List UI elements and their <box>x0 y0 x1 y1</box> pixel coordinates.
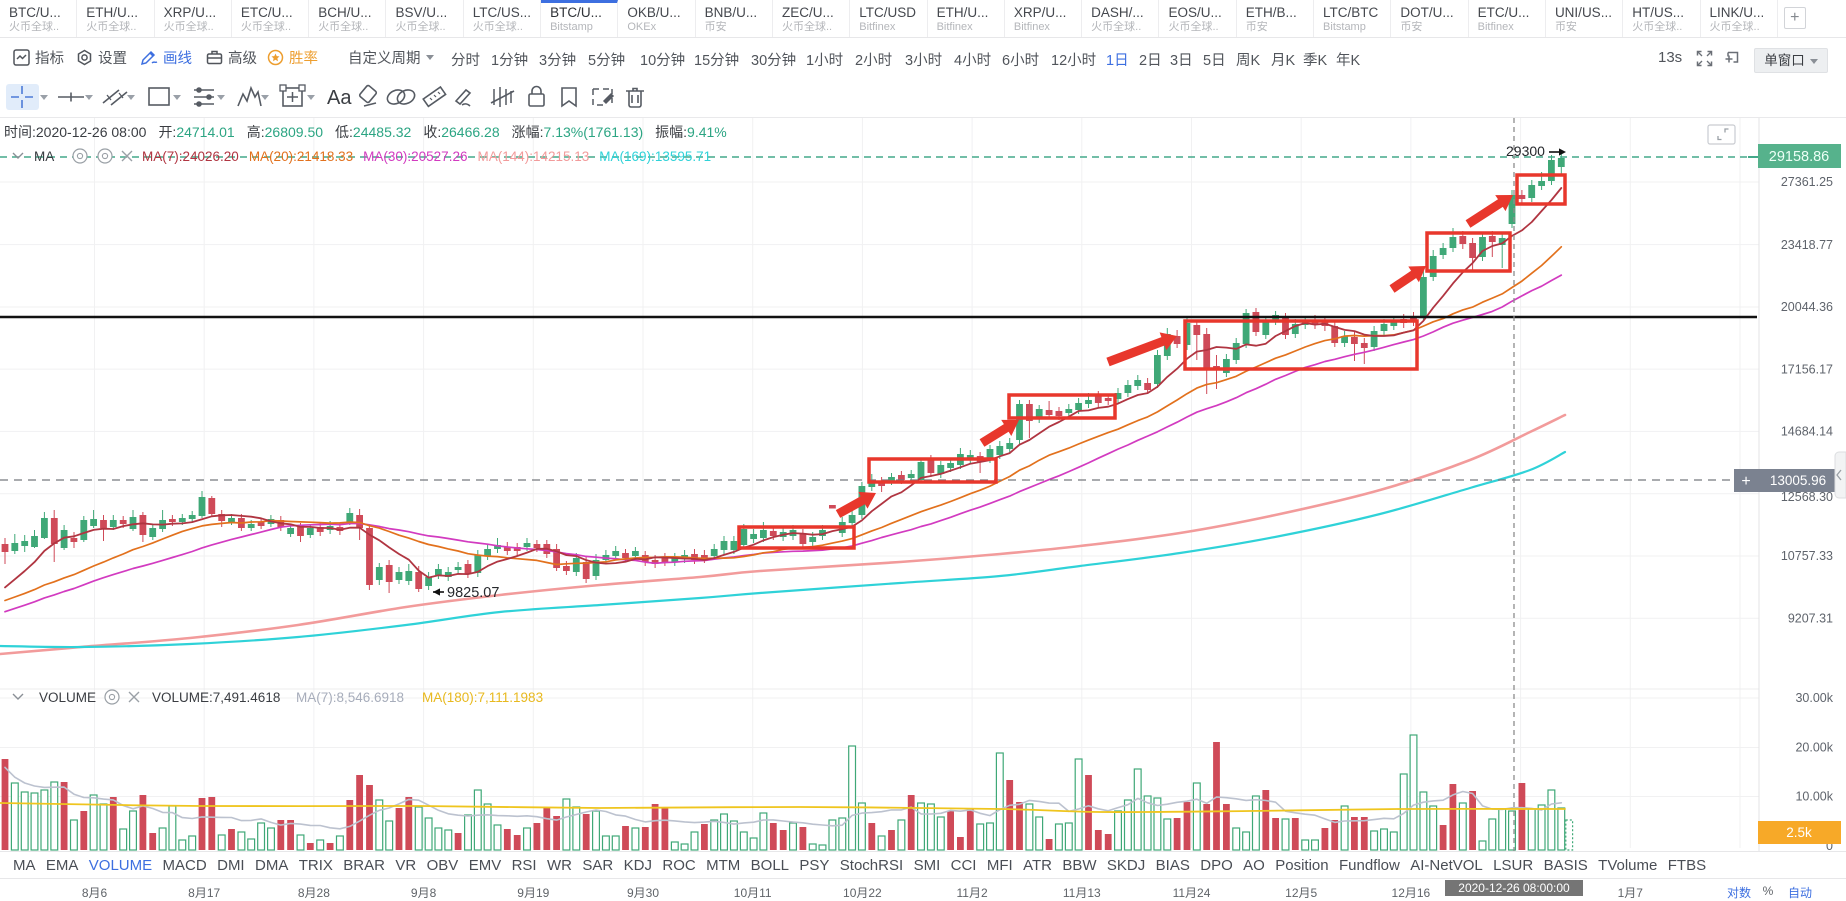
svg-text:2.5k: 2.5k <box>1786 825 1812 840</box>
svg-text:9825.07: 9825.07 <box>447 585 499 601</box>
svg-text:13005.96: 13005.96 <box>1770 473 1826 488</box>
svg-text:14684.14: 14684.14 <box>1781 425 1833 439</box>
svg-text:10.00k: 10.00k <box>1795 790 1833 804</box>
svg-text:Aa: Aa <box>327 87 352 109</box>
svg-text:29300: 29300 <box>1506 143 1545 159</box>
svg-text:时间:2020-12-26 08:00开:24714.01高: 时间:2020-12-26 08:00 开:24714.01 高:26809.50 低… <box>4 124 727 140</box>
svg-text:MA(7):8,546.6918: MA(7):8,546.6918 <box>296 690 404 705</box>
svg-text:9207.31: 9207.31 <box>1788 611 1833 625</box>
svg-text:10757.33: 10757.33 <box>1781 549 1833 563</box>
svg-text:20044.36: 20044.36 <box>1781 300 1833 314</box>
svg-text:+: + <box>1741 473 1750 490</box>
svg-text:MA: MA <box>34 149 54 164</box>
svg-text:0: 0 <box>1826 839 1833 853</box>
svg-text:30.00k: 30.00k <box>1795 691 1833 705</box>
svg-text:20.00k: 20.00k <box>1795 741 1833 755</box>
svg-text:12568.30: 12568.30 <box>1781 490 1833 504</box>
svg-text:VOLUME:7,491.4618: VOLUME:7,491.4618 <box>152 690 280 705</box>
svg-text:17156.17: 17156.17 <box>1781 362 1833 376</box>
svg-text:MA(180):7,111.1983: MA(180):7,111.1983 <box>422 690 543 705</box>
svg-text:VOLUME: VOLUME <box>39 690 96 705</box>
svg-text:27361.25: 27361.25 <box>1781 175 1833 189</box>
svg-text:29158.86: 29158.86 <box>1769 149 1829 165</box>
svg-text:23418.77: 23418.77 <box>1781 238 1833 252</box>
